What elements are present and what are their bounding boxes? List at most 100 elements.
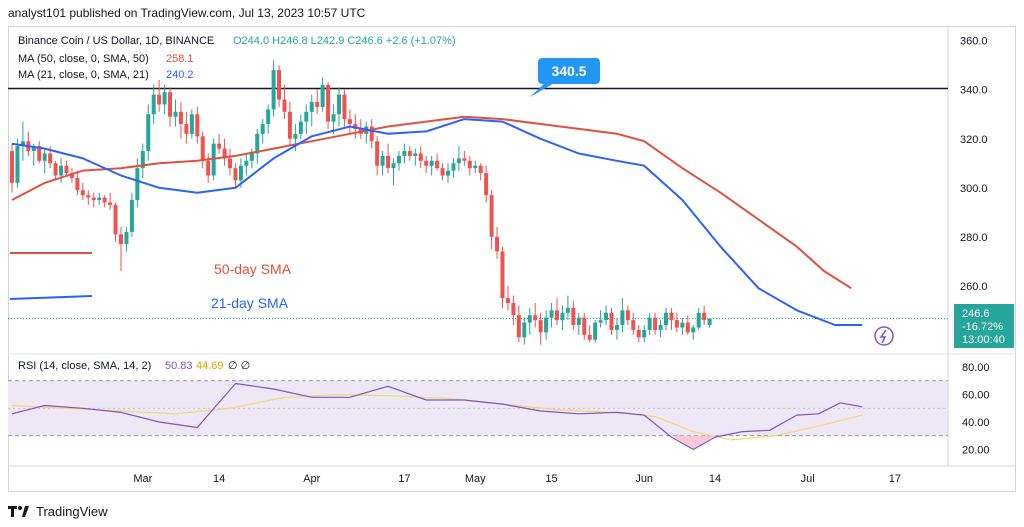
candle-down <box>353 124 358 129</box>
candle-down <box>674 320 679 328</box>
candle-up <box>691 327 696 333</box>
footer-brand[interactable]: TradingView <box>36 503 108 519</box>
time-tick-label: Jun <box>635 473 653 485</box>
candle-up <box>97 197 102 201</box>
candle-down <box>505 298 510 303</box>
candle-down <box>478 165 483 174</box>
legend-symbol: Binance Coin / US Dollar, 1D, BINANCE <box>18 35 214 47</box>
candle-up <box>337 94 341 115</box>
legend-rsi-value: 50.83 <box>165 360 193 372</box>
price-tag-price: 246.6 <box>962 308 990 320</box>
sma21-annotation: 21-day SMA <box>211 295 289 311</box>
candle-down <box>64 165 69 174</box>
candle-up <box>429 160 434 166</box>
candle-down <box>555 310 559 321</box>
candle-down <box>233 168 238 181</box>
candle-up <box>614 325 619 330</box>
price-tick-label: 300.0 <box>960 183 988 195</box>
candle-up <box>320 84 325 107</box>
candle-down <box>102 197 107 203</box>
candle-down <box>533 315 538 321</box>
candle-down <box>407 151 412 156</box>
candle-down <box>347 119 352 125</box>
candle-down <box>37 146 42 161</box>
time-tick-label: Apr <box>303 473 320 485</box>
candle-up <box>402 151 407 156</box>
candle-down <box>342 94 347 120</box>
candle-up <box>271 70 276 110</box>
candle-down <box>108 202 113 205</box>
time-tick-label: Jul <box>801 473 815 485</box>
candle-down <box>440 168 445 176</box>
candle-up <box>647 317 652 330</box>
rsi-tick-label: 60.00 <box>962 390 990 402</box>
candle-up <box>527 315 532 323</box>
candle-down <box>462 158 467 161</box>
candle-up <box>42 153 47 161</box>
candle-up <box>31 146 36 152</box>
publish-header: analyst101 published on TradingView.com,… <box>8 6 366 20</box>
candle-down <box>178 111 183 125</box>
chart-frame <box>8 26 1016 492</box>
candle-down <box>10 151 14 183</box>
candle-down <box>609 312 614 330</box>
candle-up <box>576 317 581 326</box>
candle-up <box>266 109 271 125</box>
candle-up <box>162 92 167 105</box>
legend-ma50-label: MA (50, close, 0, SMA, 50) <box>18 53 149 65</box>
price-tick-label: 360.0 <box>960 36 988 48</box>
candle-down <box>195 114 200 137</box>
candle-up <box>413 153 418 156</box>
candle-down <box>636 329 641 338</box>
candle-down <box>75 177 80 191</box>
candle-down <box>386 155 391 169</box>
candle-up <box>456 158 461 164</box>
candle-up <box>565 307 570 313</box>
candle-up <box>255 133 260 154</box>
candle-down <box>157 94 162 105</box>
candle-down <box>582 317 587 335</box>
candle-down <box>217 143 222 149</box>
price-tag-change: -16.72% <box>962 321 1003 333</box>
candle-up <box>696 312 701 328</box>
candle-down <box>424 160 429 166</box>
candle-down <box>184 124 189 134</box>
candle-down <box>53 163 58 176</box>
candle-up <box>124 231 129 245</box>
candle-down <box>516 315 521 338</box>
candle-down <box>631 320 636 330</box>
candle-down <box>113 204 118 235</box>
candle-down <box>511 302 516 316</box>
candle-up <box>304 111 309 122</box>
candle-up <box>135 168 140 201</box>
candle-up <box>309 101 314 112</box>
candle-down <box>375 141 380 166</box>
candle-up <box>544 317 549 333</box>
level-callout: 340.5 <box>530 58 600 97</box>
rsi-tick-label: 80.00 <box>962 362 990 374</box>
sma21-line <box>11 118 863 326</box>
time-tick-label: 14 <box>709 473 721 485</box>
candle-down <box>326 84 331 122</box>
candle-down <box>418 153 423 161</box>
price-tick-label: 320.0 <box>960 134 988 146</box>
price-tick-label: 260.0 <box>960 281 988 293</box>
candle-down <box>80 190 85 196</box>
alert-icon[interactable] <box>874 326 894 346</box>
candle-down <box>91 197 96 201</box>
candle-up <box>15 146 20 183</box>
legend-rsi-extra: ∅ ∅ <box>228 360 250 372</box>
candle-up <box>446 170 450 176</box>
tradingview-logo-icon <box>8 506 29 517</box>
candle-down <box>369 126 374 142</box>
candle-down <box>587 334 592 340</box>
rsi-tick-label: 40.00 <box>962 417 990 429</box>
candle-up <box>260 124 265 134</box>
candle-down <box>467 160 472 169</box>
candle-up <box>238 165 243 181</box>
legend-rsi-sma-value: 44.69 <box>196 360 224 372</box>
time-tick-label: 15 <box>545 473 557 485</box>
level-callout-text: 340.5 <box>551 63 586 79</box>
candle-down <box>282 99 287 112</box>
